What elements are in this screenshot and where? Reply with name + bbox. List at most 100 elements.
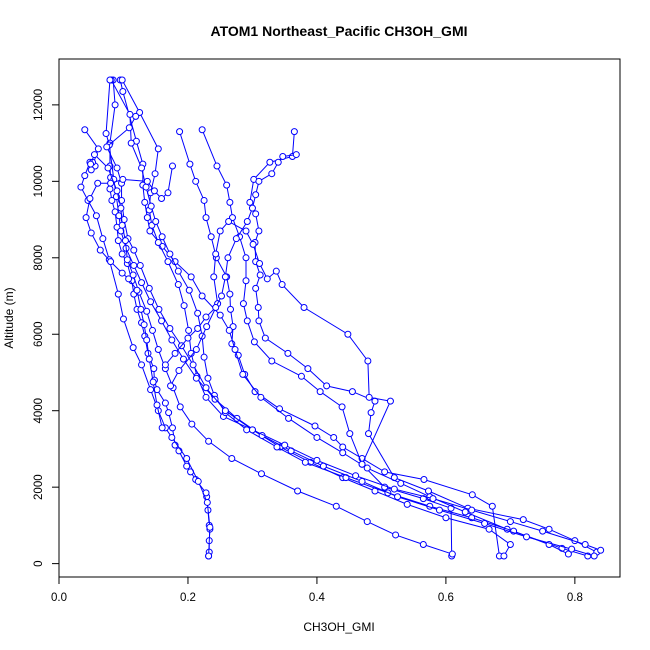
series-line [106,116,601,551]
data-point [266,158,274,166]
data-point [363,518,371,526]
data-point [344,330,352,338]
data-point [200,196,208,204]
data-point [301,458,309,466]
y-axis: 0 2000 4000 6000 8000 10000 12000 [33,89,60,567]
data-point [165,409,173,417]
data-point [365,393,373,401]
data-point [420,476,428,484]
data-point [279,152,287,160]
x-tick-label: 0.2 [180,592,196,604]
data-point [225,217,233,225]
data-point [103,143,111,151]
data-point [249,240,257,248]
data-point [118,196,126,204]
data-point [243,317,251,325]
data-point [448,550,456,558]
data-point [564,550,572,558]
data-point [118,269,126,277]
data-point [281,441,289,449]
data-point [261,334,269,342]
data-point [107,179,115,187]
data-point [316,388,324,396]
chart-title: ATOM1 Northeast_Pacific CH3OH_GMI [211,23,468,39]
data-point [118,250,126,258]
data-point [206,523,214,531]
data-point [243,217,251,225]
data-point [263,275,271,283]
data-point [228,454,236,462]
data-point [232,235,240,243]
data-point [142,183,150,191]
data-point [468,491,476,499]
data-point [323,382,331,390]
data-point [154,346,162,354]
y-tick-label: 4000 [33,398,45,424]
data-point [202,313,210,321]
data-point [92,212,100,220]
data-point [251,388,259,396]
data-point [185,326,193,334]
data-point [500,552,508,560]
data-point [158,424,166,432]
data-point [221,273,229,281]
data-point [205,552,213,560]
data-point [397,479,405,487]
y-tick-label: 12000 [33,89,45,121]
data-point [274,158,282,166]
data-point [210,273,218,281]
data-point [183,462,191,470]
data-point [198,126,206,134]
data-point [81,126,89,134]
data-point [77,183,85,191]
data-point [94,179,102,187]
data-point [255,317,263,325]
data-point [176,128,184,136]
data-point [138,164,146,172]
data-point [294,487,302,495]
data-point [390,485,398,493]
data-point [481,519,489,527]
x-axis-label: CH3OH_GMI [303,620,374,634]
data-point [225,326,233,334]
data-point [242,254,250,262]
data-point [424,487,432,495]
data-point [143,177,151,185]
data-point [96,246,104,254]
data-point [185,286,193,294]
data-point [90,151,98,159]
data-point [419,541,427,549]
data-point [149,378,157,386]
data-point [212,250,220,258]
data-point [106,76,114,84]
data-point [256,260,264,268]
data-point [203,323,211,331]
data-point [364,357,372,365]
x-tick-label: 0.6 [438,592,454,604]
data-point [113,164,121,172]
data-point [313,433,321,441]
data-point [338,403,346,411]
data-point [102,130,110,138]
data-point [113,187,121,195]
data-point [205,437,213,445]
data-point [149,326,156,334]
data-point [194,309,202,317]
data-point [242,277,250,285]
data-point [468,506,476,514]
data-point [365,430,373,438]
data-point [175,367,183,375]
data-point [268,357,276,365]
data-point [203,498,211,506]
data-point [272,267,280,275]
series-14 [161,151,300,369]
data-point [304,365,312,373]
data-point [184,334,192,342]
y-tick-label: 2000 [33,474,45,500]
data-point [158,195,166,203]
data-point [154,239,162,246]
data-point [192,177,200,185]
data-point [485,525,493,533]
data-point [117,204,125,212]
data-point [346,430,354,438]
